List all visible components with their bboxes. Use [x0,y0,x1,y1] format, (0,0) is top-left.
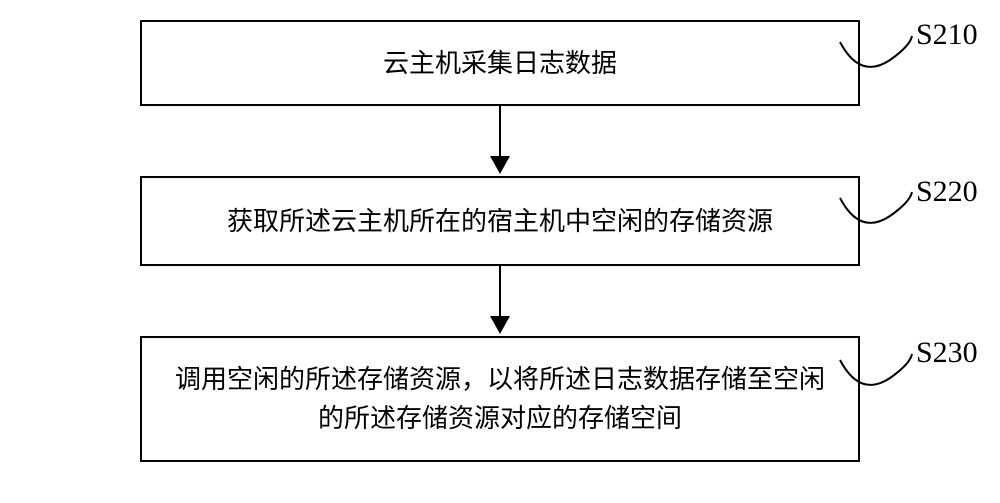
step-label-s210: S210 [916,18,978,52]
flow-arrow-1 [60,106,940,176]
flow-step-s210: 云主机采集日志数据 [140,20,860,106]
flow-step-text: 调用空闲的所述存储资源，以将所述日志数据存储至空闲的所述存储资源对应的存储空间 [172,360,828,438]
flow-step-s230: 调用空闲的所述存储资源，以将所述日志数据存储至空闲的所述存储资源对应的存储空间 [140,336,860,462]
step-label-s230: S230 [916,336,978,370]
flow-arrow-2 [60,266,940,336]
step-label-s220: S220 [916,175,978,209]
flow-step-text: 云主机采集日志数据 [383,44,617,83]
flow-step-s220: 获取所述云主机所在的宿主机中空闲的存储资源 [140,176,860,266]
flowchart-container: 云主机采集日志数据 获取所述云主机所在的宿主机中空闲的存储资源 调用空闲的所述存… [60,20,940,462]
flow-step-text: 获取所述云主机所在的宿主机中空闲的存储资源 [227,202,773,241]
